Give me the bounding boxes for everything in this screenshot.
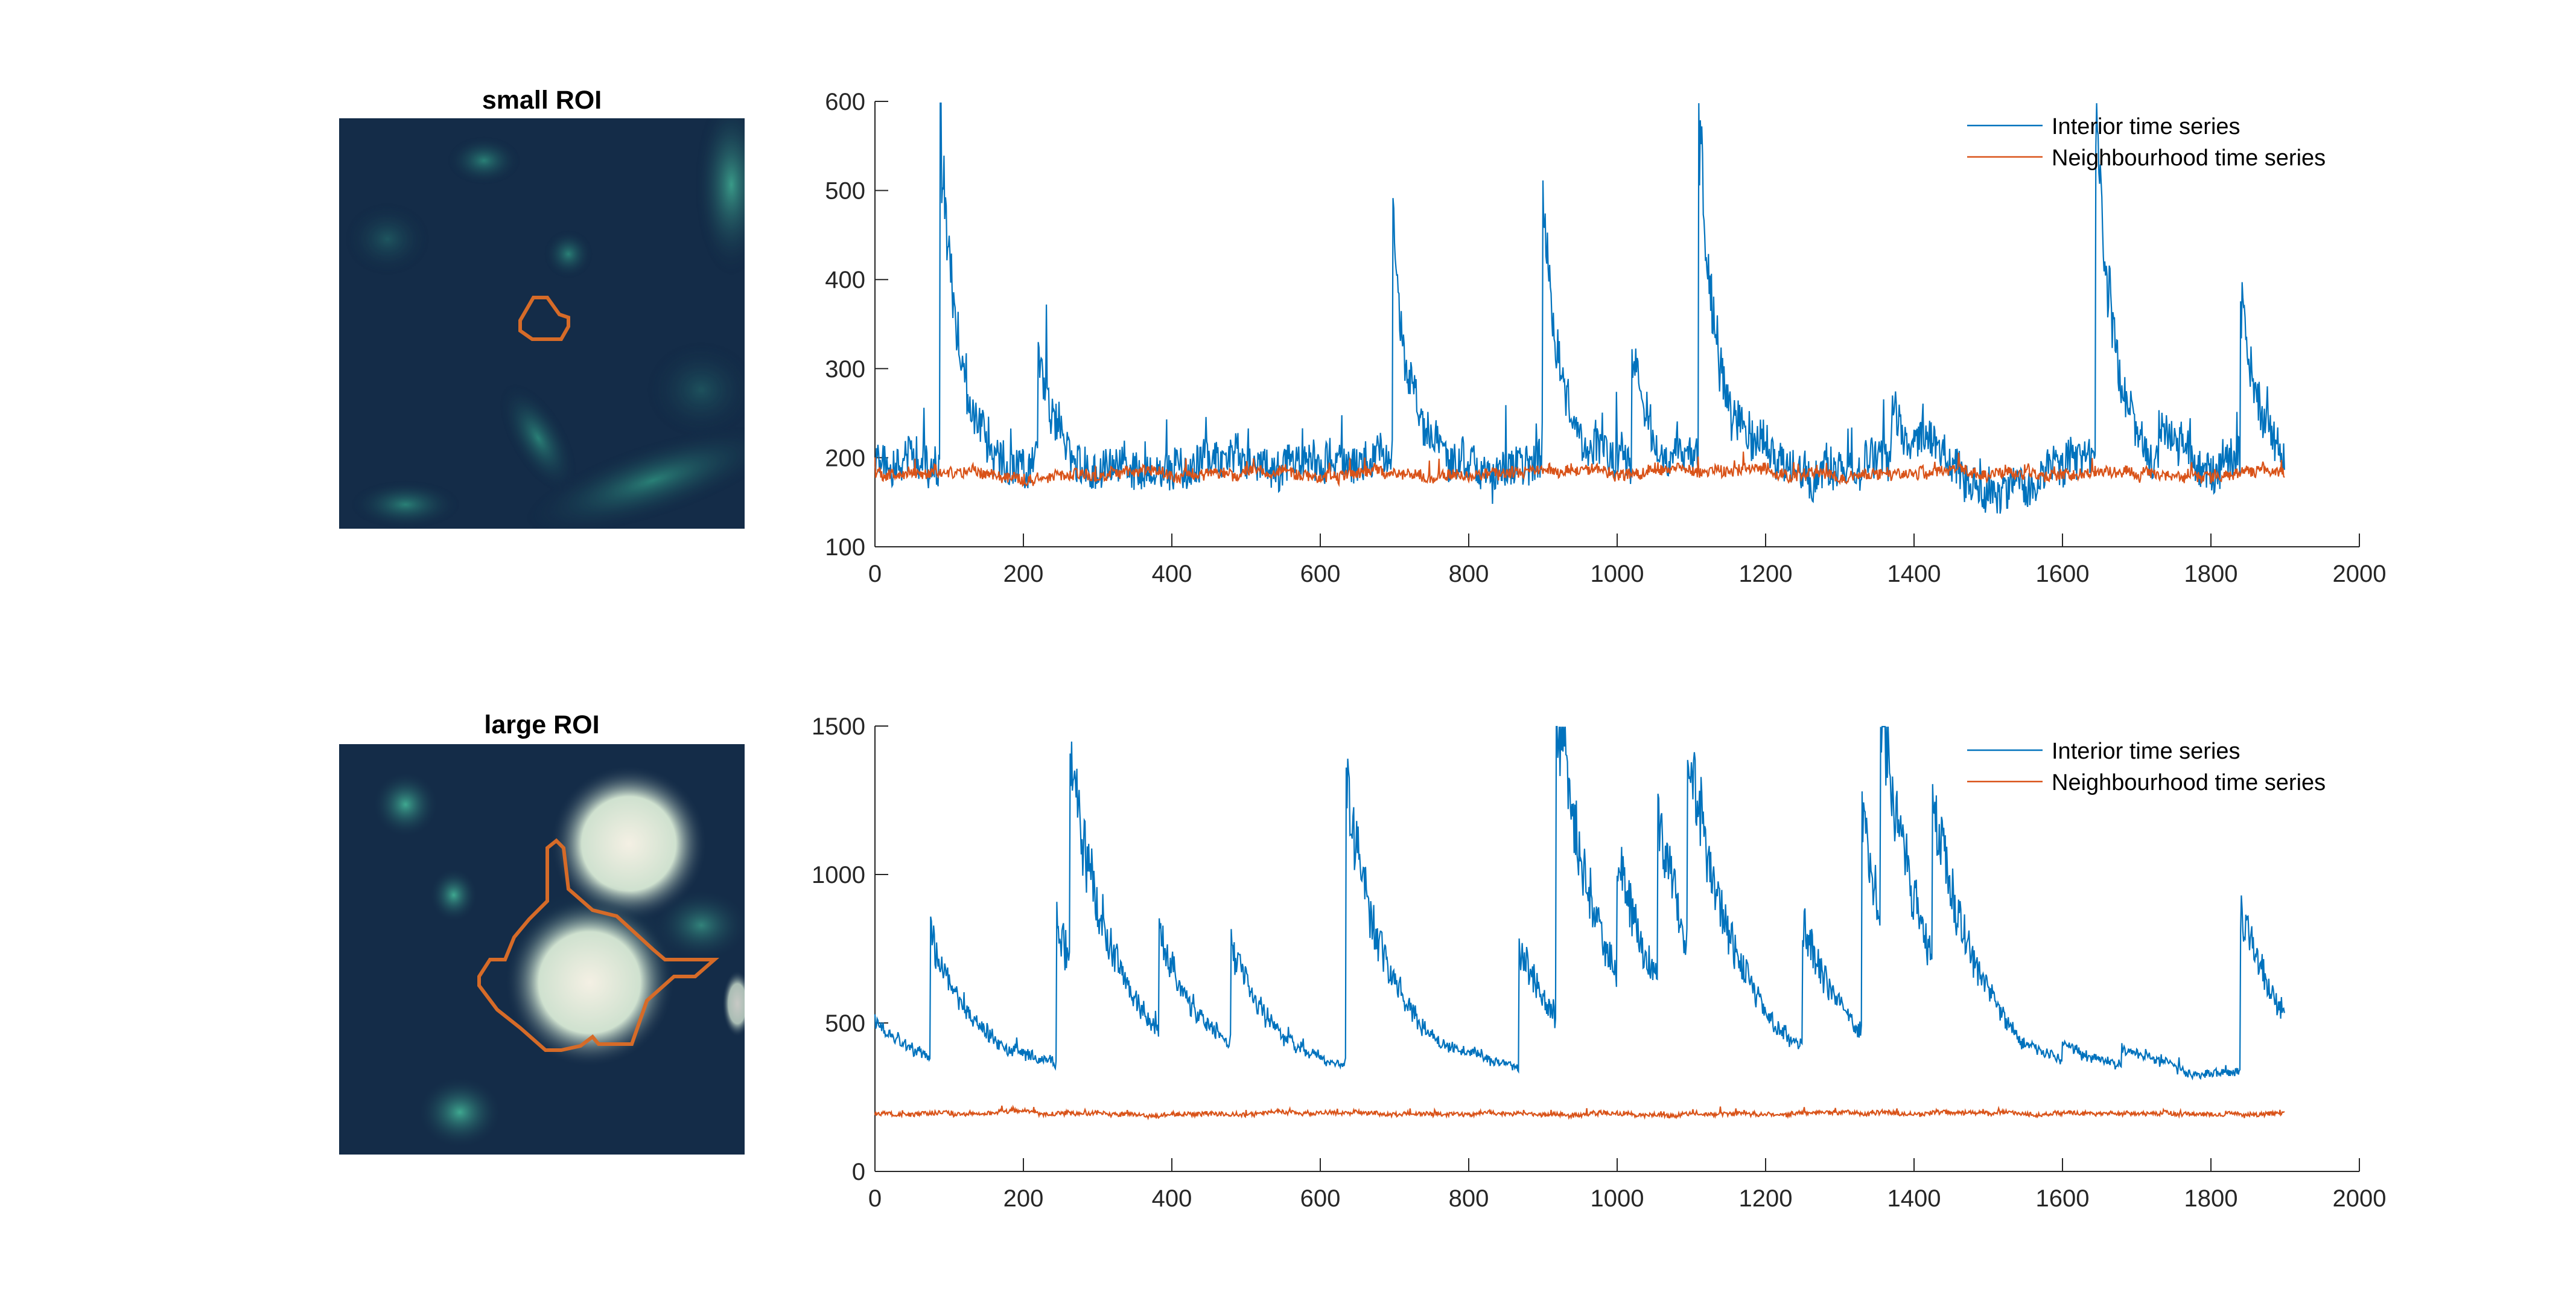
x-tick-label: 2000 xyxy=(2333,1185,2387,1212)
y-tick-label: 100 xyxy=(825,534,865,561)
x-tick-label: 1000 xyxy=(1591,561,1644,587)
interior-series-line xyxy=(874,725,2285,1081)
large-roi-title: large ROI xyxy=(484,710,600,739)
y-tick-label: 300 xyxy=(825,356,865,383)
x-tick-label: 600 xyxy=(1300,561,1341,587)
x-tick-label: 1200 xyxy=(1739,561,1793,587)
x-tick-label: 1400 xyxy=(1887,1185,1941,1212)
legend-label: Neighbourhood time series xyxy=(2052,145,2326,171)
small-roi-outline xyxy=(518,296,570,341)
x-tick-label: 1000 xyxy=(1591,1185,1644,1212)
large-roi-outline xyxy=(477,838,719,1052)
y-tick-label: 200 xyxy=(825,445,865,471)
y-tick-label: 1000 xyxy=(812,862,865,888)
x-tick-label: 0 xyxy=(868,1185,882,1212)
legend-label: Interior time series xyxy=(2052,114,2240,139)
x-tick-label: 200 xyxy=(1003,561,1044,587)
small-roi-time-series-chart: 0 200 400 600 800 1000 1200 1400 1600 1800 2000 100… xyxy=(825,89,2387,587)
x-tick-label: 1800 xyxy=(2184,1185,2238,1212)
x-tick-label: 600 xyxy=(1300,1185,1341,1212)
y-tick-label: 500 xyxy=(825,1010,865,1037)
y-tick-label: 600 xyxy=(825,89,865,115)
x-tick-label: 1600 xyxy=(2036,561,2090,587)
neighbourhood-series-line xyxy=(874,451,2285,488)
x-tick-label: 400 xyxy=(1152,561,1192,587)
large-roi-time-series-chart: 0 200 400 600 800 1000 1200 1400 1600 1800 2000 0 50… xyxy=(812,713,2387,1212)
legend-label: Interior time series xyxy=(2052,739,2240,764)
x-tick-label: 400 xyxy=(1152,1185,1192,1212)
large-roi-image xyxy=(339,744,745,1155)
y-tick-label: 0 xyxy=(852,1159,865,1185)
neighbourhood-series-line xyxy=(874,1104,2285,1121)
x-tick-label: 0 xyxy=(868,561,882,587)
x-tick-label: 1200 xyxy=(1739,1185,1793,1212)
small-roi-texture xyxy=(345,118,745,529)
small-roi-title: small ROI xyxy=(482,86,602,115)
x-tick-label: 800 xyxy=(1449,561,1489,587)
legend-label: Neighbourhood time series xyxy=(2052,770,2326,795)
large-roi-texture xyxy=(372,765,745,1148)
small-roi-image xyxy=(339,118,745,529)
x-tick-label: 1800 xyxy=(2184,561,2238,587)
y-tick-label: 500 xyxy=(825,178,865,205)
x-tick-label: 200 xyxy=(1003,1185,1044,1212)
y-tick-label: 400 xyxy=(825,267,865,293)
x-tick-label: 800 xyxy=(1449,1185,1489,1212)
x-tick-label: 2000 xyxy=(2333,561,2387,587)
x-tick-label: 1600 xyxy=(2036,1185,2090,1212)
y-tick-label: 1500 xyxy=(812,713,865,740)
interior-series-line xyxy=(874,102,2285,514)
x-tick-label: 1400 xyxy=(1887,561,1941,587)
